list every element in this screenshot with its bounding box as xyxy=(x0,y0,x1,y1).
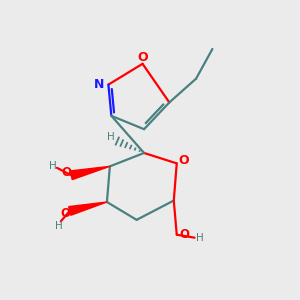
Text: O: O xyxy=(60,207,70,220)
Polygon shape xyxy=(70,166,110,180)
Text: O: O xyxy=(61,166,71,179)
Text: H: H xyxy=(196,233,204,243)
Text: O: O xyxy=(179,154,190,167)
Text: N: N xyxy=(94,77,105,91)
Text: H: H xyxy=(107,132,115,142)
Text: H: H xyxy=(49,161,56,171)
Text: H: H xyxy=(56,221,63,231)
Text: O: O xyxy=(137,51,148,64)
Polygon shape xyxy=(69,202,107,215)
Text: O: O xyxy=(179,228,189,241)
